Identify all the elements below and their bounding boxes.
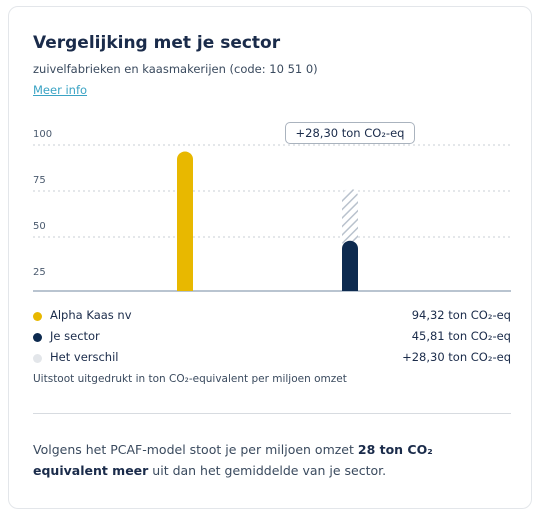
card-title: Vergelijking met je sector <box>33 33 281 53</box>
legend-dot <box>33 354 42 363</box>
comparison-chart: 100 75 50 25 <box>33 129 511 292</box>
bar-company <box>177 151 193 291</box>
legend-label: Het verschil <box>50 350 119 364</box>
legend-item-company: Alpha Kaas nv 94,32 ton CO₂-eq <box>33 307 511 328</box>
y-tick-label: 25 <box>33 267 46 278</box>
legend-item-sector: Je sector 45,81 ton CO₂-eq <box>33 328 511 349</box>
summary-suffix: uit dan het gemiddelde van je sector. <box>148 463 387 478</box>
difference-callout: +28,30 ton CO₂-eq <box>285 122 415 144</box>
legend-label: Alpha Kaas nv <box>50 308 132 322</box>
y-tick-label: 100 <box>33 129 52 140</box>
summary-prefix: Volgens het PCAF-model stoot je per milj… <box>33 442 358 457</box>
unit-footnote: Uitstoot uitgedrukt in ton CO₂-equivalen… <box>33 373 347 385</box>
y-tick-label: 50 <box>33 221 46 232</box>
bar-sector <box>342 240 358 291</box>
legend-dot <box>33 312 42 321</box>
legend-dot <box>33 333 42 342</box>
chart-legend: Alpha Kaas nv 94,32 ton CO₂-eq Je sector… <box>33 307 511 370</box>
legend-value: 94,32 ton CO₂-eq <box>411 308 511 322</box>
legend-value: +28,30 ton CO₂-eq <box>402 350 511 364</box>
sector-subtitle: zuivelfabrieken en kaasmakerijen (code: … <box>33 62 318 76</box>
summary-highlight: 28 ton CO₂ equivalent meer <box>33 442 433 478</box>
legend-label: Je sector <box>50 329 100 343</box>
legend-item-difference: Het verschil +28,30 ton CO₂-eq <box>33 349 511 370</box>
bar-sector-base <box>342 283 358 291</box>
comparison-card: Vergelijking met je sector zuivelfabriek… <box>8 6 532 509</box>
legend-value: 45,81 ton CO₂-eq <box>411 329 511 343</box>
divider <box>33 413 511 414</box>
summary-text: Volgens het PCAF-model stoot je per milj… <box>33 439 503 481</box>
y-tick-label: 75 <box>33 175 46 186</box>
bar-company-base <box>177 283 193 291</box>
more-info-link[interactable]: Meer info <box>33 83 88 97</box>
bar-difference <box>342 188 358 249</box>
